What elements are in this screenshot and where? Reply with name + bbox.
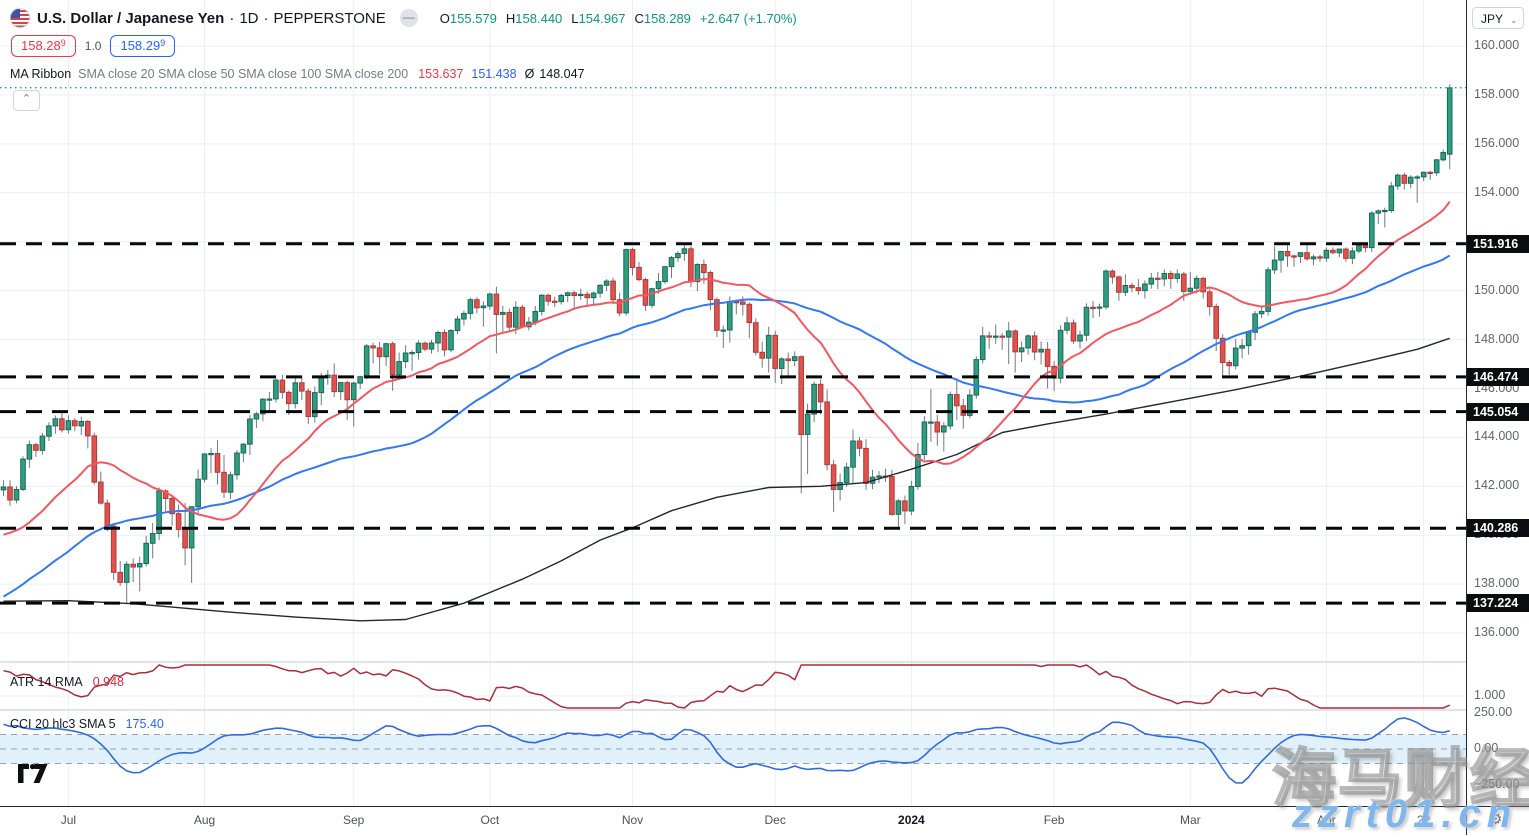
grid bbox=[0, 0, 1466, 806]
ma-ribbon-legend: MA Ribbon SMA close 20 SMA close 50 SMA … bbox=[10, 65, 585, 83]
price-chart[interactable] bbox=[0, 0, 1466, 811]
horizontal-level-lines[interactable] bbox=[0, 242, 1466, 605]
price-axis-label: 138.000 bbox=[1474, 576, 1520, 591]
cci-title[interactable]: CCI 20 hlc3 SMA 5 bbox=[10, 717, 116, 731]
high-value: 158.440 bbox=[515, 10, 563, 26]
cci-axis-label: 0.00 bbox=[1474, 741, 1499, 755]
symbol-header-row: U.S. Dollar / Japanese Yen · 1D · PEPPER… bbox=[10, 7, 797, 29]
price-level-tag: 145.054 bbox=[1467, 402, 1529, 421]
price-axis-label: 154.000 bbox=[1474, 184, 1520, 199]
exchange-label[interactable]: PEPPERSTONE bbox=[273, 9, 386, 27]
legend-more-button[interactable]: — bbox=[399, 9, 418, 27]
ma-ribbon-title[interactable]: MA Ribbon bbox=[10, 67, 72, 81]
chevron-down-icon: ⌄ bbox=[1510, 15, 1518, 25]
cci-line bbox=[3, 717, 1450, 784]
price-axis-label: 156.000 bbox=[1474, 135, 1520, 150]
tradingview-logo-icon[interactable] bbox=[18, 764, 48, 788]
legend-collapse-button[interactable]: ⌃ bbox=[13, 90, 40, 111]
price-level-tag: 151.916 bbox=[1467, 234, 1529, 253]
cci-axis-label: 250.00 bbox=[1474, 704, 1513, 719]
sma200-line bbox=[3, 337, 1450, 622]
us-flag-icon bbox=[10, 8, 30, 28]
candlesticks[interactable] bbox=[0, 84, 1453, 603]
cci-value: 175.40 bbox=[125, 717, 164, 731]
sma200-value: 148.047 bbox=[539, 67, 585, 81]
close-label: C bbox=[634, 10, 644, 26]
spread-value: 1.0 bbox=[84, 38, 102, 53]
cci-band bbox=[0, 734, 1466, 764]
ohlc-values: O155.579 H158.440 L154.967 C158.289 +2.6… bbox=[440, 11, 797, 26]
ask-price-button[interactable]: 158.299 bbox=[110, 34, 176, 57]
ask-price: 158.29 bbox=[120, 37, 161, 53]
currency-dropdown[interactable]: JPY ⌄ bbox=[1472, 7, 1524, 29]
time-axis-label: Sep bbox=[343, 813, 365, 827]
time-axis-label: 2024 bbox=[898, 813, 925, 827]
interval-label[interactable]: 1D bbox=[239, 9, 259, 27]
symbol-separator2: · bbox=[263, 9, 269, 27]
change-value: +2.647 (+1.70%) bbox=[699, 10, 797, 26]
price-axis-label: 148.000 bbox=[1474, 331, 1520, 346]
chart-pane-region[interactable] bbox=[0, 0, 1466, 806]
bid-price-button[interactable]: 158.289 bbox=[11, 34, 76, 57]
price-level-tag: 137.224 bbox=[1467, 594, 1529, 613]
axis-settings-gear-icon[interactable]: ⚙ bbox=[1489, 811, 1503, 828]
axis-corner-box: ⚙ bbox=[1466, 807, 1529, 835]
atr-axis-label: 1.000 bbox=[1474, 688, 1506, 702]
sma20-line bbox=[3, 200, 1451, 536]
price-level-tag: 140.286 bbox=[1467, 519, 1529, 538]
ma-ribbon-params: SMA close 20 SMA close 50 SMA close 100 … bbox=[78, 67, 409, 81]
cci-axis-label: −250.00 bbox=[1474, 777, 1520, 792]
price-axis-label: 150.000 bbox=[1474, 282, 1520, 297]
close-value: 158.289 bbox=[643, 10, 691, 26]
atr-line bbox=[3, 664, 1450, 709]
sma50-line bbox=[2, 254, 1451, 598]
time-axis-label: Feb bbox=[1043, 813, 1065, 827]
low-label: L bbox=[571, 10, 579, 26]
sma50-value: 151.438 bbox=[471, 67, 517, 81]
bid-price-sup: 9 bbox=[60, 37, 66, 48]
sma20-value: 153.637 bbox=[418, 67, 464, 81]
time-axis[interactable]: ⚙ Jul Aug Sep Oct Nov Dec 2024 Feb Mar Apr 22 bbox=[0, 806, 1529, 835]
atr-value: 0.948 bbox=[92, 675, 124, 689]
price-axis-label: 136.000 bbox=[1474, 625, 1520, 639]
time-axis-label: Oct bbox=[480, 813, 500, 827]
open-label: O bbox=[439, 10, 450, 26]
bid-price: 158.28 bbox=[21, 37, 61, 53]
average-symbol: Ø bbox=[524, 67, 535, 81]
time-axis-label: Mar bbox=[1179, 813, 1201, 827]
currency-label: JPY bbox=[1481, 12, 1504, 26]
price-axis-label: 144.000 bbox=[1474, 429, 1520, 444]
low-value: 154.967 bbox=[578, 10, 626, 26]
price-axis-label: 158.000 bbox=[1474, 87, 1520, 101]
bid-ask-row: 158.289 1.0 158.299 bbox=[11, 34, 176, 57]
open-value: 155.579 bbox=[449, 10, 497, 26]
symbol-name[interactable]: U.S. Dollar / Japanese Yen bbox=[37, 9, 225, 27]
price-axis-label: 142.000 bbox=[1474, 478, 1520, 493]
time-axis-label: 22 bbox=[1417, 813, 1431, 827]
time-axis-label: Dec bbox=[764, 813, 786, 827]
high-label: H bbox=[505, 10, 516, 26]
price-axis-label: 160.000 bbox=[1474, 38, 1520, 53]
time-axis-label: Nov bbox=[621, 813, 644, 827]
symbol-separator: · bbox=[229, 9, 235, 27]
atr-title[interactable]: ATR 14 RMA bbox=[10, 675, 83, 689]
cci-legend: CCI 20 hlc3 SMA 5 175.40 bbox=[10, 717, 164, 731]
price-axis[interactable]: JPY⌄ 160.000158.000156.000154.000152.000… bbox=[1466, 0, 1529, 806]
time-axis-label: Jul bbox=[60, 813, 77, 827]
time-axis-label: Aug bbox=[193, 813, 216, 827]
time-axis-label: Apr bbox=[1317, 813, 1336, 827]
atr-legend: ATR 14 RMA 0.948 bbox=[10, 675, 124, 689]
ask-price-sup: 9 bbox=[160, 37, 166, 48]
price-level-tag: 146.474 bbox=[1467, 367, 1529, 386]
